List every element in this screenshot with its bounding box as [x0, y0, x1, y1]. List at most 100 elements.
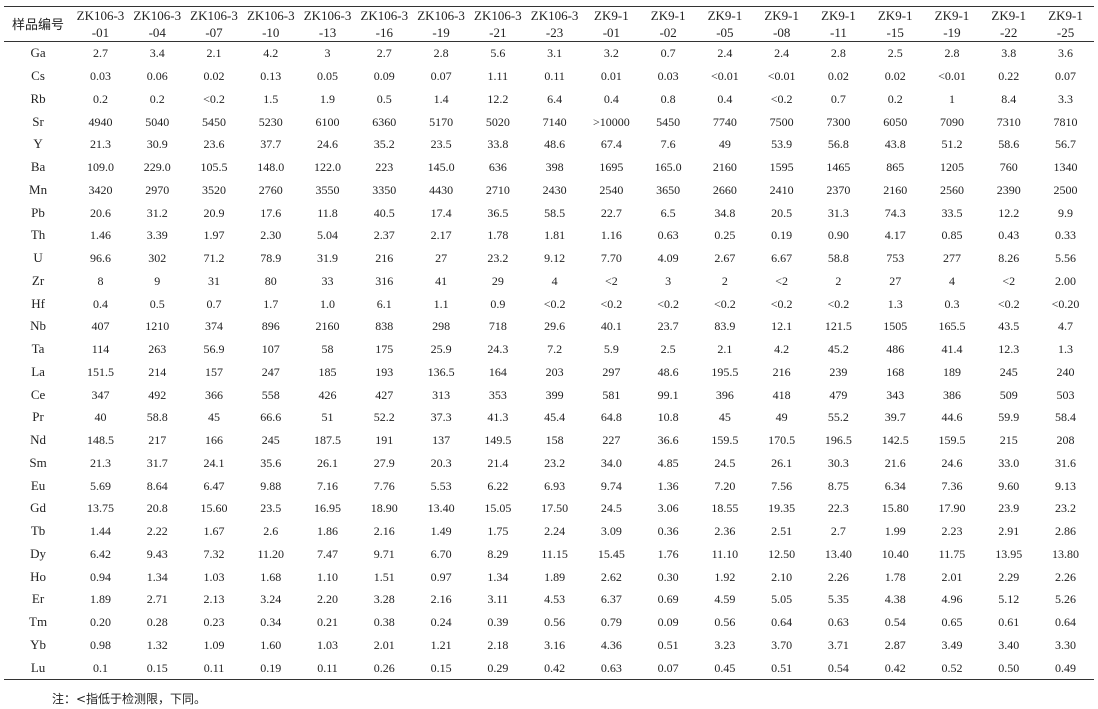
element-label: Eu	[30, 477, 46, 493]
value-cell: 10.8	[657, 410, 679, 425]
value-cell: 1.03	[203, 569, 225, 584]
value-cell: 83.9	[714, 319, 736, 334]
value-cell: 16.95	[314, 501, 342, 516]
sample-number-label: -22	[1000, 25, 1018, 40]
value-cell: 0.30	[657, 569, 679, 584]
value-cell: 1.68	[260, 569, 282, 584]
sample-column-header: ZK9-1 -02	[639, 6, 697, 42]
value-cell: 121.5	[824, 319, 852, 334]
value-cell: 7.20	[714, 478, 736, 493]
value-cell: 216	[772, 364, 791, 379]
value-cell: 9.60	[998, 478, 1020, 493]
value-cell: 45.4	[544, 410, 566, 425]
value-cell: 2.10	[771, 569, 793, 584]
value-cell: 0.5	[376, 91, 392, 106]
value-cell: 263	[148, 342, 167, 357]
value-cell: 1.46	[89, 228, 111, 243]
value-cell: 0.9	[490, 296, 506, 311]
value-cell: 0.54	[810, 656, 867, 681]
element-label: Sr	[32, 113, 44, 129]
value-cell: 8.26	[998, 251, 1020, 266]
value-cell: 0.54	[884, 615, 906, 630]
value-cell: 2	[721, 273, 728, 288]
value-cell: 2760	[258, 182, 283, 197]
table-row: Ce 347 492 366 558 426 427 313 353 399 581 99.1 396 4…	[4, 383, 1094, 406]
sample-borehole-label: ZK106-3	[530, 8, 579, 23]
value-cell: 8.64	[146, 478, 168, 493]
value-cell: 217	[148, 433, 167, 448]
value-cell: 33	[321, 273, 334, 288]
value-cell: 7.32	[203, 546, 225, 561]
value-cell: 0.63	[657, 228, 679, 243]
value-cell: 3.8	[1001, 46, 1017, 61]
value-cell: 3.2	[603, 46, 619, 61]
value-cell: 109.0	[86, 160, 114, 175]
value-cell: 2.8	[944, 46, 960, 61]
value-cell: 214	[148, 364, 167, 379]
sample-number-label: -23	[545, 25, 564, 40]
value-cell: 18.90	[370, 501, 398, 516]
value-cell: <0.01	[711, 69, 739, 84]
value-cell: 2.26	[1055, 569, 1077, 584]
sample-column-header: ZK106-3 -21	[469, 6, 527, 42]
value-cell: 5.35	[827, 592, 849, 607]
value-cell: 36.6	[657, 433, 679, 448]
value-cell: 3.23	[714, 637, 736, 652]
value-cell: 45.2	[827, 342, 849, 357]
value-cell: 2.7	[92, 46, 108, 61]
element-label: Tb	[30, 523, 46, 539]
value-cell: 4	[948, 273, 955, 288]
value-cell: 187.5	[314, 433, 342, 448]
table-row: Th 1.46 3.39 1.97 2.30 5.04 2.37 2.17 1.78 1.81 1.…	[4, 224, 1094, 247]
value-cell: 78.9	[260, 251, 282, 266]
value-cell: 3.1	[547, 46, 563, 61]
value-cell: 3.71	[827, 637, 849, 652]
value-cell: 0.50	[980, 656, 1038, 681]
value-cell: 0.4	[717, 91, 733, 106]
value-cell: 17.4	[430, 205, 452, 220]
value-cell: 35.2	[373, 137, 395, 152]
value-cell: 2.67	[714, 251, 736, 266]
value-cell: 0.1	[72, 656, 129, 681]
value-cell: 1.3	[887, 296, 903, 311]
value-cell: 0.26	[355, 656, 413, 681]
value-cell: 2.4	[774, 46, 790, 61]
value-cell: 56.9	[203, 342, 225, 357]
value-cell: 3350	[372, 182, 397, 197]
sample-column-header: ZK9-1 -11	[810, 6, 867, 42]
value-cell: 203	[545, 364, 564, 379]
value-cell: <0.2	[997, 296, 1020, 311]
value-cell: 1.49	[430, 524, 452, 539]
value-cell: 17.90	[938, 501, 966, 516]
value-cell: 9.12	[544, 251, 566, 266]
value-cell: 0.64	[771, 615, 793, 630]
value-cell: 31.2	[146, 205, 168, 220]
value-cell: 19.35	[768, 501, 796, 516]
value-cell: 1.21	[430, 637, 452, 652]
value-cell: 3550	[315, 182, 340, 197]
value-cell: 43.5	[998, 319, 1020, 334]
value-cell: 2	[835, 273, 842, 288]
value-cell: 34.8	[714, 205, 736, 220]
value-cell: 6050	[883, 114, 908, 129]
value-cell: 26.1	[317, 455, 339, 470]
value-cell: 2560	[939, 182, 964, 197]
value-cell: 10.40	[881, 546, 909, 561]
value-cell: 9.71	[373, 546, 395, 561]
value-cell: 8.29	[487, 546, 509, 561]
table-body: Ga 2.7 3.4 2.1 4.2 3 2.7 2.8 5.6 3.1 3.2 0.7 2.4 2.4 2…	[4, 42, 1094, 681]
value-cell: 41.4	[941, 342, 963, 357]
value-cell: 2.36	[714, 524, 736, 539]
value-cell: 0.85	[941, 228, 963, 243]
value-cell: 3.09	[600, 524, 622, 539]
value-cell: 17.6	[260, 205, 282, 220]
value-cell: 1.1	[433, 296, 449, 311]
sample-borehole-label: ZK9-1	[1048, 8, 1083, 23]
value-cell: <0.2	[543, 296, 566, 311]
sample-number-label: -08	[772, 25, 791, 40]
value-cell: 1.34	[146, 569, 168, 584]
sample-borehole-label: ZK106-3	[190, 8, 238, 23]
value-cell: 5170	[429, 114, 454, 129]
value-cell: 1	[948, 91, 955, 106]
value-cell: 2.5	[887, 46, 903, 61]
